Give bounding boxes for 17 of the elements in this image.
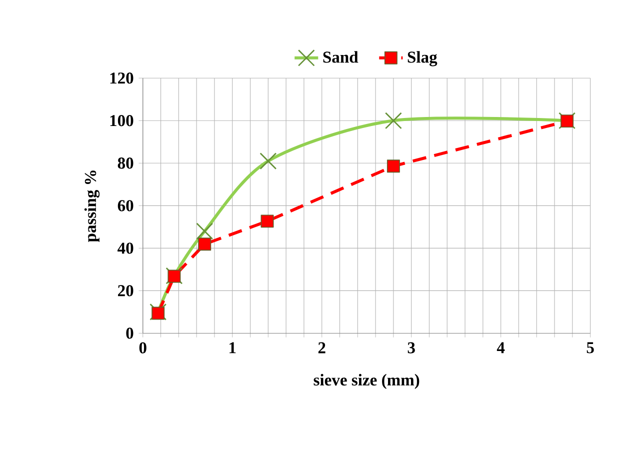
y-tick-label: 20	[118, 285, 134, 296]
y-axis-title: passing %	[84, 170, 100, 242]
y-tick-label: 100	[110, 114, 134, 126]
y-tick-label: 60	[118, 200, 134, 212]
x-tick-label: 0	[139, 342, 146, 354]
x-tick-label: 1	[230, 342, 236, 354]
y-tick-label: 120	[110, 72, 134, 84]
y-tick-label: 40	[118, 242, 134, 254]
x-tick-label: 4	[496, 342, 505, 354]
x-axis-title: sieve size (mm)	[314, 374, 420, 389]
y-tick-label: 80	[118, 158, 134, 169]
legend-label: Sand	[323, 51, 358, 63]
x-tick-label: 3	[408, 342, 415, 354]
legend-label: Slag	[408, 51, 438, 66]
x-tick-label: 5	[586, 342, 594, 354]
x-tick-label: 2	[318, 342, 326, 354]
y-tick-label: 0	[126, 328, 134, 339]
